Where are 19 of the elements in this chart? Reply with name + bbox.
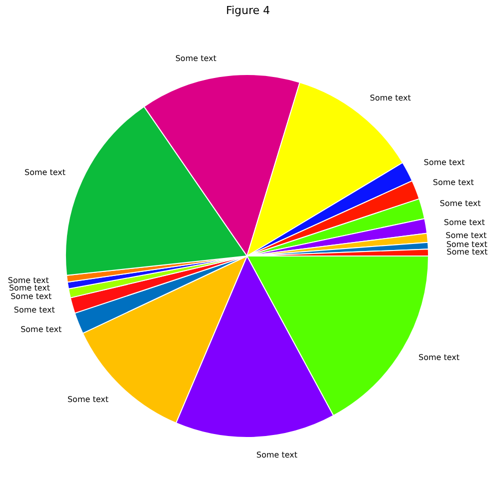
slice-label: Some text xyxy=(418,353,460,362)
slice-label: Some text xyxy=(424,158,465,168)
slice-label: Some text xyxy=(446,231,487,240)
slice-label: Some text xyxy=(440,199,481,208)
slice-label: Some text xyxy=(8,284,50,293)
slice-label: Some text xyxy=(370,94,411,103)
slice-label: Some text xyxy=(20,325,62,334)
slice-label: Some text xyxy=(446,247,488,256)
slice-label: Some text xyxy=(432,178,474,188)
chart-title: Figure 4 xyxy=(226,4,270,17)
slice-label: Some text xyxy=(14,306,55,315)
slice-label: Some text xyxy=(67,394,109,404)
slice-label: Some text xyxy=(175,54,216,63)
slice-label: Some text xyxy=(8,276,49,286)
slice-label: Some text xyxy=(10,292,52,302)
slice-label: Some text xyxy=(446,240,488,249)
slice-label: Some text xyxy=(444,218,485,227)
slice-label: Some text xyxy=(256,450,298,460)
slice-label: Some text xyxy=(24,168,66,177)
